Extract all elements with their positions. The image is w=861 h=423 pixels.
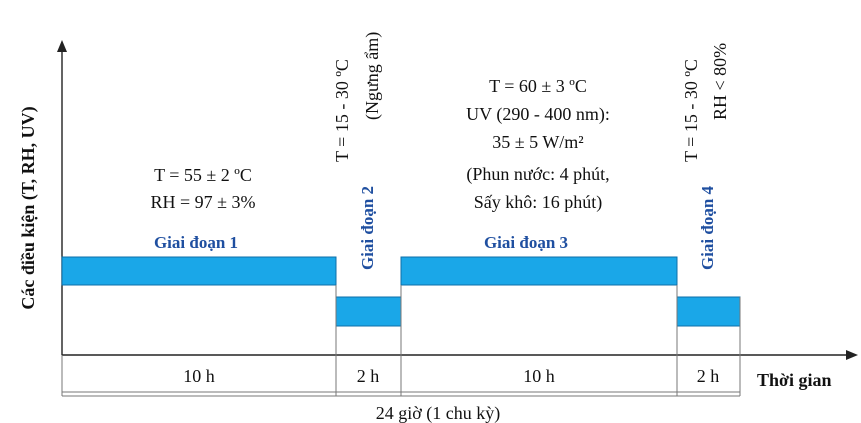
- stage-1-condition-1: T = 55 ± 2 ºC: [154, 165, 252, 185]
- stage-4-duration: 2 h: [697, 366, 720, 386]
- stage-1-duration: 10 h: [183, 366, 215, 386]
- stage-1-condition-2: RH = 97 ± 3%: [150, 192, 255, 212]
- stage-3-condition-4: (Phun nước: 4 phút,: [466, 164, 609, 185]
- stage-3-duration: 10 h: [523, 366, 555, 386]
- stage-3-bar: [400, 256, 678, 286]
- stage-2-label: Giai đoạn 2: [358, 186, 377, 270]
- stage-2-condition-1: T = 15 - 30 ºC: [332, 59, 352, 162]
- y-axis-label: Các điều kiện (T, RH, UV): [18, 106, 39, 309]
- stage-1-label: Giai đoạn 1: [154, 233, 238, 252]
- y-axis-arrow-icon: [57, 40, 67, 52]
- stage-4-label: Giai đoạn 4: [698, 185, 717, 270]
- stage-1-bar: [61, 256, 337, 286]
- stage-3-condition-5: Sấy khô: 16 phút): [474, 192, 603, 213]
- stage-2-duration: 2 h: [357, 366, 380, 386]
- x-axis-label: Thời gian: [757, 370, 832, 390]
- stage-4-bar: [676, 296, 741, 327]
- x-axis-arrow-icon: [846, 350, 858, 360]
- stage-2-condition-2: (Ngưng ẩm): [362, 32, 383, 120]
- stage-3-label: Giai đoạn 3: [484, 233, 568, 252]
- cycle-label: 24 giờ (1 chu kỳ): [376, 403, 501, 423]
- stage-2-bar: [335, 296, 402, 327]
- stage-3-condition-2: UV (290 - 400 nm):: [466, 104, 610, 125]
- stage-3-condition-3: 35 ± 5 W/m²: [492, 132, 583, 152]
- stage-4-condition-1: T = 15 - 30 ºC: [681, 59, 701, 162]
- stage-4-condition-2: RH < 80%: [710, 43, 730, 120]
- stage-3-condition-1: T = 60 ± 3 ºC: [489, 76, 587, 96]
